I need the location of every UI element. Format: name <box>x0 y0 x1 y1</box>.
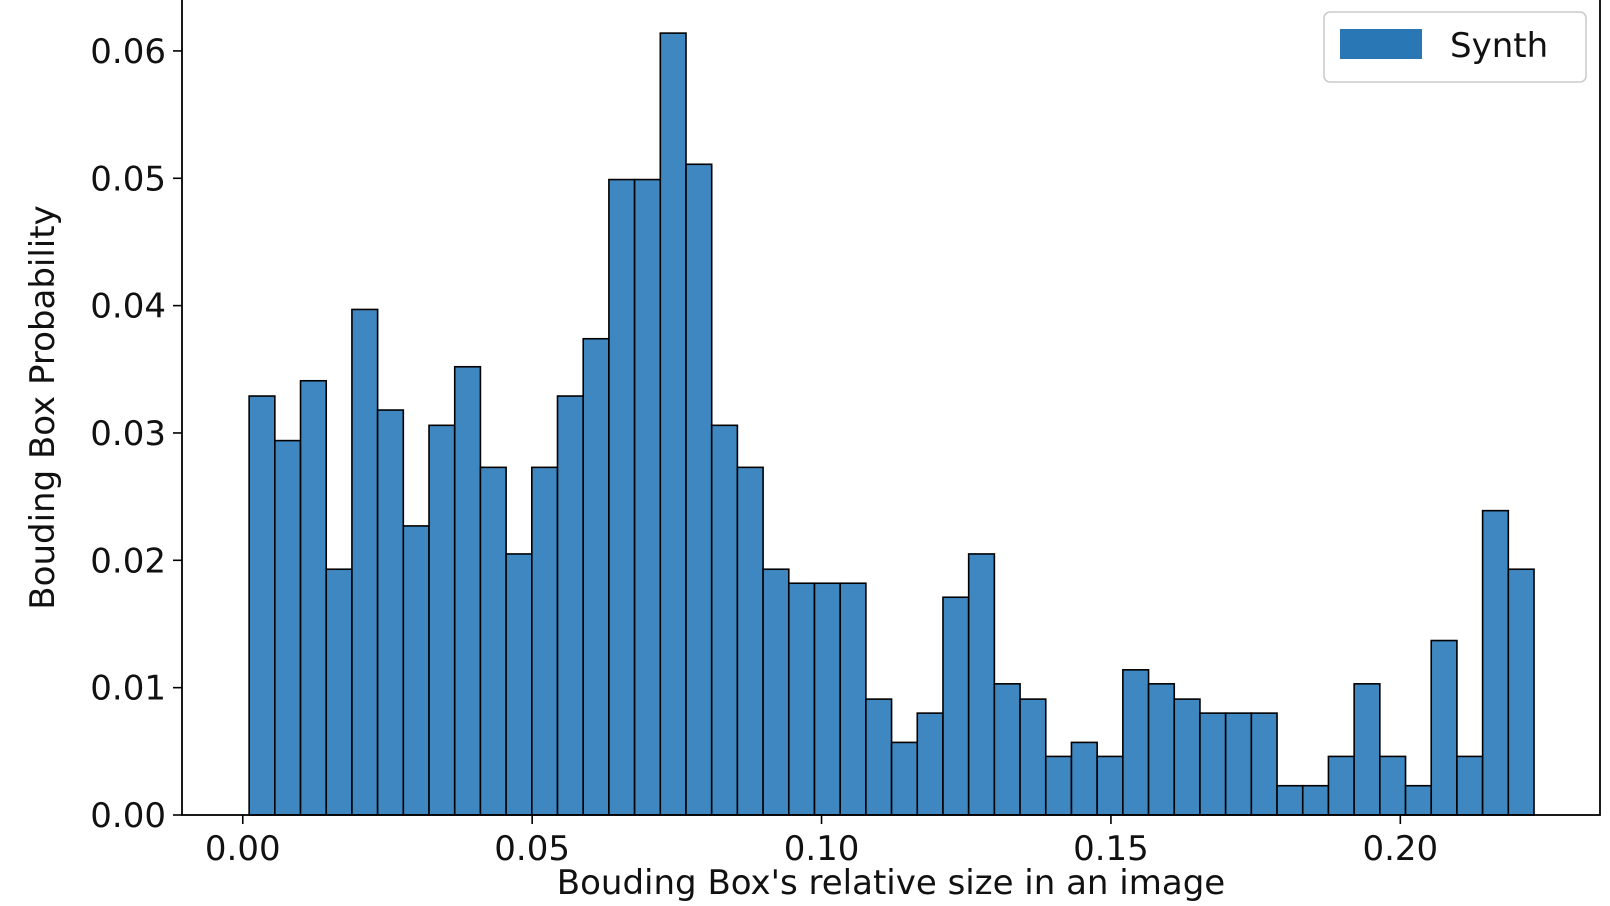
plot-frame <box>181 0 1601 816</box>
histogram-bar <box>633 178 662 816</box>
histogram-bar <box>376 409 405 816</box>
histogram-bar <box>248 395 276 816</box>
histogram-bar <box>274 439 302 816</box>
histogram-bar <box>531 466 559 816</box>
legend-label: Synth <box>1450 26 1548 66</box>
histogram-bar <box>1301 784 1330 816</box>
histogram-bar <box>993 683 1021 816</box>
histogram-bar <box>710 424 739 816</box>
histogram-bar <box>299 379 328 816</box>
histogram-bar <box>839 582 867 816</box>
histogram-bar <box>608 178 636 816</box>
legend: Synth <box>1323 11 1587 83</box>
x-ticks: 0.00 0.05 0.10 0.15 0.20 <box>205 815 1438 869</box>
histogram-bar <box>1173 698 1201 816</box>
histogram-bar <box>685 163 713 816</box>
histogram-bar <box>1224 712 1253 816</box>
y-axis-label: Bouding Box Probability <box>23 205 63 609</box>
histogram-bar <box>1250 712 1278 816</box>
y-tick-label: 0.02 <box>90 541 166 581</box>
histogram-bar <box>1456 755 1484 816</box>
histogram-bar <box>1379 755 1407 816</box>
histogram-bar <box>659 32 687 816</box>
histogram-bar <box>736 466 764 816</box>
histogram-bar <box>967 553 996 816</box>
histogram-bar <box>479 466 507 816</box>
histogram-bar <box>1430 639 1458 816</box>
bars-group <box>248 32 1535 816</box>
x-axis-label: Bouding Box's relative size in an image <box>557 863 1225 903</box>
histogram-bar <box>556 395 585 816</box>
histogram-bar <box>1044 755 1073 816</box>
histogram-bar <box>1276 784 1304 816</box>
histogram-bar <box>1507 568 1535 816</box>
histogram-bar <box>325 568 353 816</box>
legend-swatch <box>1340 29 1422 59</box>
histogram-bar <box>762 568 790 816</box>
x-tick-label: 0.10 <box>784 829 860 869</box>
x-tick-label: 0.00 <box>205 829 281 869</box>
histogram-bar <box>1070 741 1098 816</box>
x-tick-label: 0.20 <box>1362 829 1438 869</box>
histogram-bar <box>1404 784 1433 816</box>
histogram-bar <box>402 525 430 816</box>
histogram-bar <box>1199 712 1227 816</box>
y-tick-label: 0.05 <box>90 159 166 199</box>
y-tick-label: 0.00 <box>90 796 166 836</box>
histogram-bar <box>890 741 919 816</box>
y-ticks: 0.00 0.01 0.02 0.03 0.04 0.05 0.06 <box>90 32 182 836</box>
histogram-bar <box>453 365 482 816</box>
histogram-bar <box>1147 683 1176 816</box>
histogram-bar <box>787 582 816 816</box>
y-tick-label: 0.06 <box>90 32 166 72</box>
histogram-bar <box>582 337 610 816</box>
histogram-bar <box>505 553 533 816</box>
histogram-bar <box>1481 509 1510 816</box>
histogram-bar <box>1327 755 1355 816</box>
histogram-bar <box>942 596 970 816</box>
histogram-bar <box>813 582 841 816</box>
histogram-bar <box>865 698 893 816</box>
histogram-bar <box>1096 755 1124 816</box>
histogram-bar <box>1019 698 1047 816</box>
y-tick-label: 0.01 <box>90 669 166 709</box>
y-tick-label: 0.03 <box>90 414 166 454</box>
histogram-bar <box>1122 669 1150 816</box>
histogram-bar <box>428 424 456 816</box>
histogram-bar <box>1353 683 1381 816</box>
axes-group <box>181 0 1601 816</box>
x-tick-label: 0.15 <box>1073 829 1149 869</box>
y-tick-label: 0.04 <box>90 287 166 327</box>
histogram-bar <box>351 308 379 816</box>
x-tick-label: 0.05 <box>494 829 570 869</box>
histogram-bar <box>916 712 944 816</box>
